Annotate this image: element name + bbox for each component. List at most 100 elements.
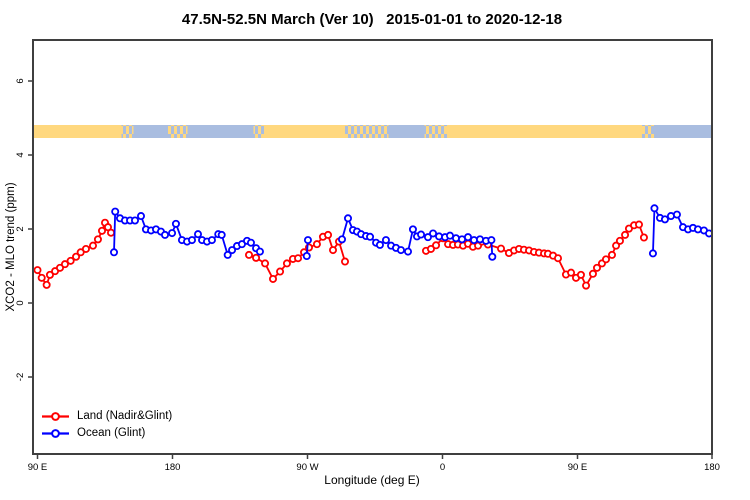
ocean-data-point (110, 248, 119, 257)
ocean-data-point (136, 212, 145, 221)
land-data-point (328, 246, 337, 255)
land-data-point (37, 273, 46, 282)
land-series-symbol (42, 412, 69, 421)
land-data-point (276, 267, 285, 276)
legend: Land (Nadir&Glint) Ocean (Glint) (41, 409, 172, 441)
land-data-point (98, 226, 107, 235)
land-data-point (261, 259, 270, 268)
ocean-data-point (302, 252, 311, 261)
x-tick-label: 90 E (28, 462, 48, 473)
ocean-data-point (650, 204, 659, 213)
y-tick-label: 4 (15, 152, 26, 157)
land-data-point (621, 230, 630, 239)
ocean-data-point (207, 236, 216, 245)
legend-label-land: Land (Nadir&Glint) (77, 410, 173, 422)
land-data-point (282, 259, 291, 268)
land-data-point (252, 253, 261, 262)
land-data-point (107, 228, 116, 237)
x-axis-label: Longitude (deg E) (324, 473, 420, 487)
ocean-data-point (396, 246, 405, 255)
x-tick-label: 180 (165, 462, 181, 473)
coverage-band-segment-mixed (424, 125, 447, 138)
coverage-band-segment-mixed (345, 125, 389, 138)
coverage-band-segment-mixed (121, 125, 134, 138)
coverage-band-segment-mixed (253, 125, 264, 138)
land-data-point (588, 269, 597, 278)
land-data-point (93, 235, 102, 244)
land-data-point (593, 263, 602, 272)
ocean-data-point (193, 230, 202, 239)
land-data-point (72, 252, 81, 261)
ocean-data-point (423, 233, 432, 242)
land-data-point (268, 274, 277, 283)
ocean-data-point (487, 236, 496, 245)
ocean-data-point (429, 229, 438, 238)
y-tick-label: -2 (15, 373, 26, 381)
y-tick-label: 2 (15, 226, 26, 231)
land-data-point (567, 268, 576, 277)
chart-title: 47.5N-52.5N March (Ver 10) 2015-01-01 to… (181, 11, 563, 28)
land-data-point (81, 244, 90, 253)
land-data-point (66, 256, 75, 265)
ocean-data-point (130, 216, 139, 225)
coverage-band-segment-mixed (168, 125, 188, 138)
land-data-point (294, 254, 303, 263)
land-data-point (426, 244, 435, 253)
ocean-data-point (160, 230, 169, 239)
plot-border (32, 39, 713, 455)
land-data-point (615, 236, 624, 245)
land-data-point (312, 240, 321, 249)
land-data-point (602, 255, 611, 264)
land-data-point (639, 233, 648, 242)
ocean-data-point (417, 230, 426, 239)
x-tick-label: 0 (440, 462, 445, 473)
ocean-data-point (648, 249, 657, 258)
land-data-point (496, 244, 505, 253)
legend-item-ocean: Ocean (Glint) (41, 426, 172, 441)
land-data-point (635, 220, 644, 229)
land-series-line (248, 233, 346, 281)
ocean-data-point (171, 219, 180, 228)
land-data-point (60, 260, 69, 269)
coverage-band-segment-land (264, 125, 345, 138)
legend-label-ocean: Ocean (Glint) (77, 427, 146, 439)
coverage-band-segment-land (447, 125, 642, 138)
land-data-point (244, 250, 253, 259)
coverage-band-segment-ocean (654, 125, 711, 138)
y-axis-label: XCO2 - MLO trend (ppm) (5, 182, 17, 312)
land-data-point (582, 281, 591, 290)
ocean-data-point (168, 229, 177, 238)
land-data-point (33, 266, 42, 275)
land-data-point (89, 241, 98, 250)
land-data-point (56, 263, 65, 272)
land-data-point (576, 270, 585, 279)
ocean-data-point (375, 240, 384, 249)
ocean-data-point (408, 225, 417, 234)
land-data-point (554, 254, 563, 263)
ocean-data-point (366, 232, 375, 241)
ocean-data-point (255, 247, 264, 256)
land-data-point (45, 270, 54, 279)
x-tick-label: 90 E (568, 462, 588, 473)
ocean-data-point (246, 238, 255, 247)
ocean-data-point (463, 233, 472, 242)
ocean-data-point (488, 252, 497, 261)
ocean-data-point (337, 235, 346, 244)
ocean-data-point (303, 236, 312, 245)
y-tick-label: 6 (15, 78, 26, 83)
ocean-data-point (228, 246, 237, 255)
ocean-data-point (187, 236, 196, 245)
land-data-point (432, 241, 441, 250)
land-data-point (340, 257, 349, 266)
ocean-data-point (660, 215, 669, 224)
ocean-data-point (672, 210, 681, 219)
ocean-data-point (343, 214, 352, 223)
land-data-point (612, 241, 621, 250)
ocean-data-point (381, 236, 390, 245)
legend-item-land: Land (Nadir&Glint) (41, 409, 172, 424)
ocean-series-symbol (42, 429, 69, 438)
ocean-data-point (217, 230, 226, 239)
ocean-data-point (403, 247, 412, 256)
